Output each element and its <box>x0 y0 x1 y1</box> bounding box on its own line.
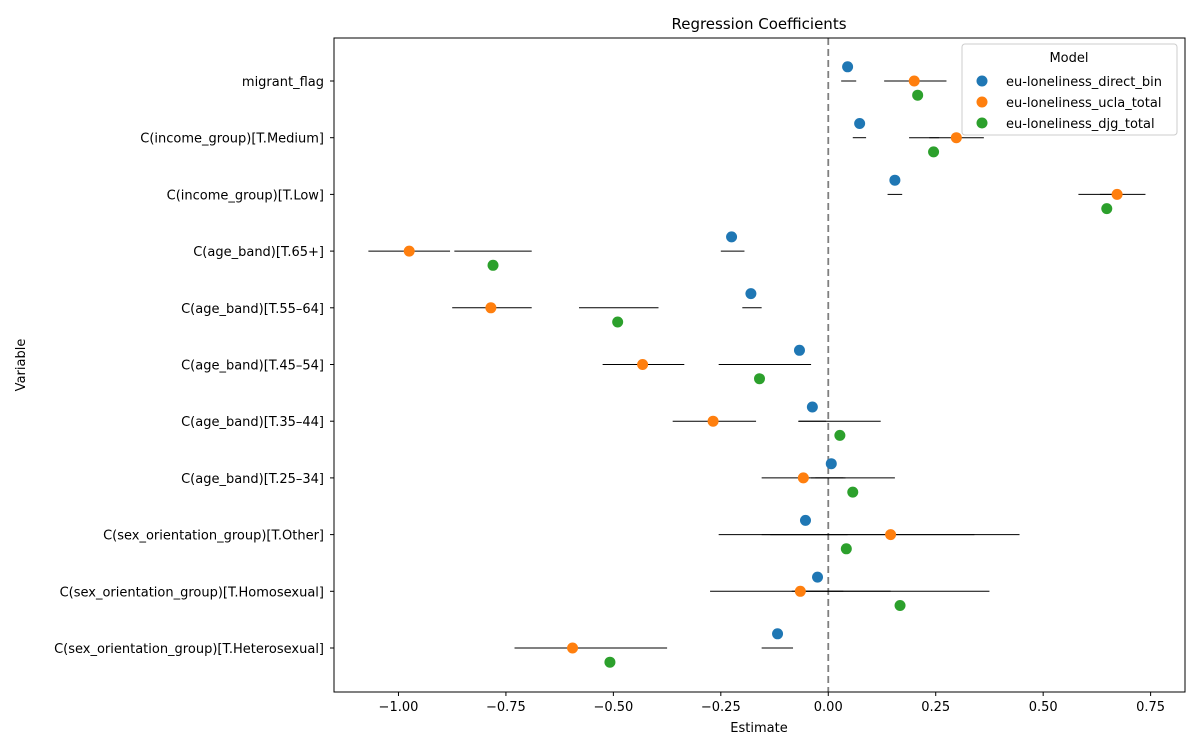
data-point <box>908 75 920 87</box>
data-point <box>806 401 818 413</box>
data-point <box>799 514 811 526</box>
x-tick-label: 0.50 <box>1029 700 1058 715</box>
data-point <box>403 245 415 257</box>
data-point <box>840 543 852 555</box>
legend-marker <box>976 96 988 108</box>
y-tick-label: C(income_group)[T.Medium] <box>140 132 324 147</box>
legend-label: eu-loneliness_djg_total <box>1006 117 1155 132</box>
x-tick-label: −0.25 <box>701 700 741 715</box>
data-point <box>885 529 897 541</box>
data-point <box>754 373 765 385</box>
legend-item: eu-loneliness_direct_bin <box>976 75 1162 90</box>
x-tick-label: −0.50 <box>593 700 633 715</box>
x-tick-label: 0.00 <box>814 700 843 715</box>
y-tick-label: C(age_band)[T.35–44] <box>181 415 324 430</box>
data-point <box>745 288 757 300</box>
data-point <box>612 316 624 328</box>
data-point <box>1101 203 1113 215</box>
data-point <box>842 61 854 73</box>
chart-title: Regression Coefficients <box>671 15 846 33</box>
legend-title: Model <box>1049 51 1088 66</box>
data-point <box>485 302 497 314</box>
plot-frame <box>333 37 1186 693</box>
y-tick-label: C(age_band)[T.55–64] <box>181 302 324 317</box>
data-point <box>928 146 940 158</box>
data-point <box>707 415 719 427</box>
data-point <box>847 486 859 498</box>
data-point <box>637 359 649 370</box>
data-point <box>894 600 906 611</box>
data-point <box>1111 188 1123 200</box>
data-point <box>793 344 805 356</box>
y-tick-label: C(age_band)[T.45–54] <box>181 359 324 374</box>
legend-item: eu-loneliness_djg_total <box>976 117 1155 132</box>
y-tick-label: C(age_band)[T.25–34] <box>181 472 324 487</box>
data-point <box>604 656 616 668</box>
data-point <box>726 231 738 243</box>
legend-label: eu-loneliness_direct_bin <box>1006 75 1162 90</box>
data-point <box>797 472 809 484</box>
data-point <box>567 642 579 654</box>
legend-label: eu-loneliness_ucla_total <box>1006 96 1161 111</box>
data-point <box>834 429 846 441</box>
x-tick-label: 0.25 <box>921 700 950 715</box>
x-axis-title: Estimate <box>730 721 787 736</box>
data-point <box>912 89 924 101</box>
data-point <box>950 132 962 144</box>
plot-area: −1.00 −0.75 −0.50 −0.25 0.00 0.25 0.50 0.75 migr… <box>54 38 1165 715</box>
legend-marker <box>976 117 988 129</box>
data-point <box>794 585 806 597</box>
x-tick-label: 0.75 <box>1136 700 1165 715</box>
y-tick-label: C(sex_orientation_group)[T.Homosexual] <box>60 585 324 600</box>
y-tick-label: migrant_flag <box>242 75 324 90</box>
legend-marker <box>976 75 988 87</box>
legend: Model eu-loneliness_direct_bin eu-loneli… <box>961 43 1178 136</box>
data-point <box>889 174 901 186</box>
data-point <box>825 458 837 470</box>
data-point <box>487 259 499 271</box>
y-axis-title: Variable <box>14 339 29 392</box>
legend-item: eu-loneliness_ucla_total <box>976 96 1161 111</box>
data-point <box>812 571 824 583</box>
y-tick-label: C(age_band)[T.65+] <box>193 245 324 260</box>
data-point <box>772 628 784 640</box>
legend-frame <box>961 43 1178 136</box>
y-tick-label: C(income_group)[T.Low] <box>167 188 324 203</box>
y-tick-label: C(sex_orientation_group)[T.Heterosexual] <box>54 642 324 657</box>
x-tick-label: −1.00 <box>379 700 419 715</box>
data-point <box>854 118 866 129</box>
x-tick-label: −0.75 <box>486 700 526 715</box>
y-tick-label: C(sex_orientation_group)[T.Other] <box>103 529 324 544</box>
